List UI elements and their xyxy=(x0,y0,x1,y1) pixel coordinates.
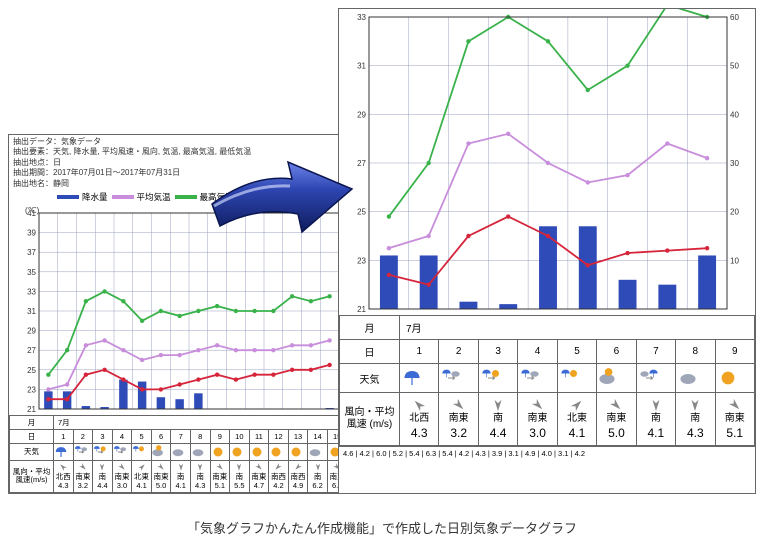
legend: 降水量 平均気温 最高気温 最低気温 xyxy=(9,191,367,205)
svg-text:29: 29 xyxy=(357,110,366,119)
svg-text:35: 35 xyxy=(27,268,36,277)
svg-text:33: 33 xyxy=(357,13,366,22)
svg-text:25: 25 xyxy=(27,366,36,375)
svg-text:23: 23 xyxy=(357,256,366,265)
svg-text:10: 10 xyxy=(730,256,739,265)
svg-text:21: 21 xyxy=(27,405,36,414)
legend-max: 最高気温 xyxy=(200,191,234,203)
svg-text:(℃): (℃) xyxy=(25,206,40,215)
svg-text:23: 23 xyxy=(27,385,36,394)
right-table: 月7月日123456789天気風向・平均風速 (m/s)北西4.3南東3.2南4… xyxy=(339,315,755,446)
caption: 「気象グラフかんたん作成機能」で作成した日別気象データグラフ xyxy=(0,518,764,537)
right-ruler: 4.6 | 4.2 | 6.0 | 5.2 | 5.4 | 6.3 | 5.4 … xyxy=(339,446,755,460)
legend-avg: 平均気温 xyxy=(137,191,171,203)
left-table: 月7月日12345678910111213141516天気風向・平均風速(m/s… xyxy=(9,415,367,493)
meta-text: 抽出データ：気象データ抽出要素：天気, 降水量, 平均風速・風向, 気温, 最高… xyxy=(9,135,367,191)
svg-text:50: 50 xyxy=(730,62,739,71)
legend-min: 最低気温 xyxy=(263,191,297,203)
svg-text:27: 27 xyxy=(27,346,36,355)
left-panel: 抽出データ：気象データ抽出要素：天気, 降水量, 平均風速・風向, 気温, 最高… xyxy=(8,134,368,494)
svg-text:25: 25 xyxy=(357,208,366,217)
legend-rain: 降水量 xyxy=(82,191,108,203)
svg-text:40: 40 xyxy=(730,110,739,119)
svg-text:60: 60 xyxy=(730,13,739,22)
svg-text:31: 31 xyxy=(357,62,366,71)
svg-text:33: 33 xyxy=(27,287,36,296)
svg-text:20: 20 xyxy=(730,208,739,217)
svg-text:21: 21 xyxy=(357,305,366,314)
svg-text:30: 30 xyxy=(730,159,739,168)
svg-text:27: 27 xyxy=(357,159,366,168)
svg-text:31: 31 xyxy=(27,307,36,316)
left-chart: 2123252729313335373941102030405060708090… xyxy=(9,205,367,415)
svg-text:39: 39 xyxy=(27,229,36,238)
svg-text:37: 37 xyxy=(27,248,36,257)
right-chart: 21 23 25 27 29 31 33 10 20 30 40 50 60 xyxy=(339,9,755,315)
right-panel: 21 23 25 27 29 31 33 10 20 30 40 50 60 月7月日123456789… xyxy=(338,8,756,494)
svg-text:29: 29 xyxy=(27,327,36,336)
